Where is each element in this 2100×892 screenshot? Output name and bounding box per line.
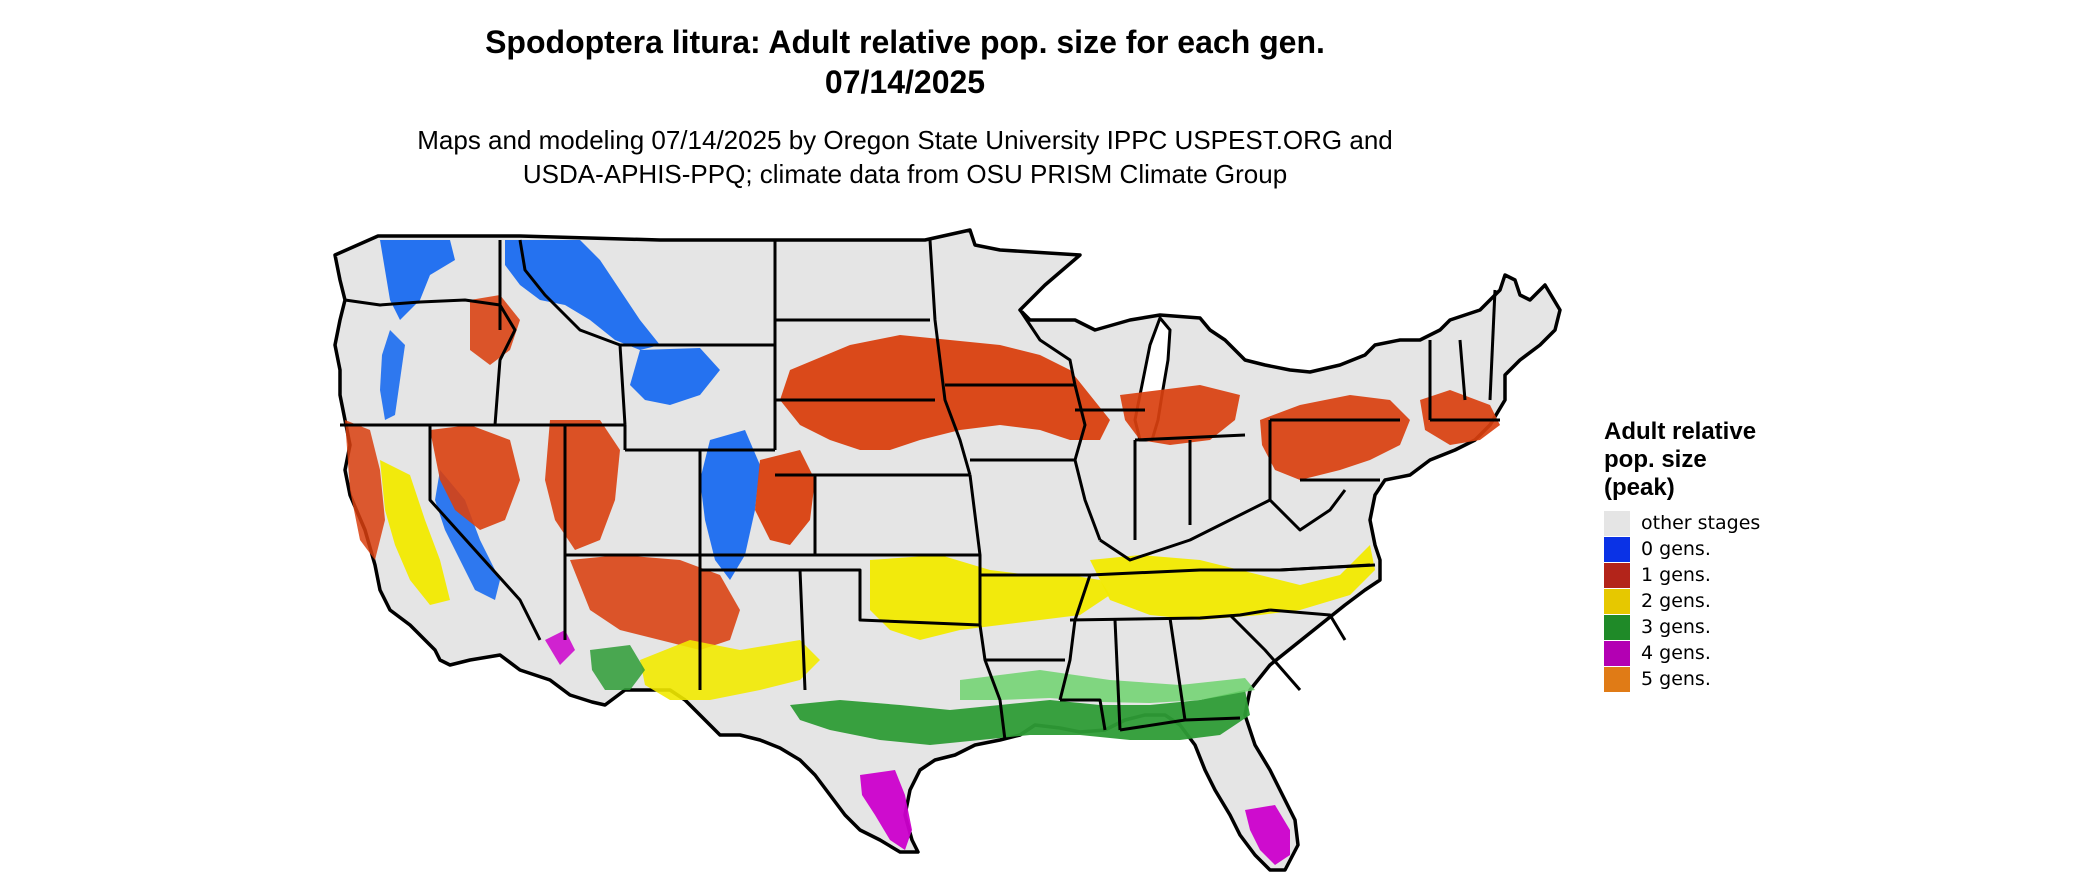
legend-item-5-gens: 5 gens. [1604, 666, 1904, 692]
legend-swatch [1604, 562, 1630, 588]
zone-0-gens-washington [380, 240, 455, 320]
legend-label: 4 gens. [1641, 642, 1711, 664]
legend-item-0-gens: 0 gens. [1604, 536, 1904, 562]
legend-title-line-2: pop. size [1604, 446, 1707, 473]
legend-item-2-gens: 2 gens. [1604, 588, 1904, 614]
legend-item-other-stages: other stages [1604, 510, 1904, 536]
zone-4-gens-arizona [545, 630, 575, 665]
legend-title-line-1: Adult relative [1604, 418, 1757, 445]
legend-item-3-gens: 3 gens. [1604, 614, 1904, 640]
title-line-1: Spodoptera litura: Adult relative pop. s… [485, 24, 1325, 60]
zone-3-gens-arizona [590, 645, 645, 690]
legend-label: 3 gens. [1641, 616, 1711, 638]
legend-swatch [1604, 588, 1630, 614]
legend-swatch [1604, 640, 1630, 666]
legend-swatch [1604, 614, 1630, 640]
zone-4-gens-south-florida [1245, 805, 1290, 865]
zone-3-gens-gulf-coast [790, 690, 1250, 745]
zone-2-gens-california [380, 460, 450, 605]
zone-1-gens-pacific-coast [345, 420, 385, 560]
zone-4-gens-south-texas [860, 770, 912, 850]
title-line-2: 07/14/2025 [824, 64, 986, 100]
zone-1-gens-southwest [570, 555, 740, 650]
legend-label: 1 gens. [1641, 564, 1711, 586]
map-subtitle: Maps and modeling 07/14/2025 by Oregon S… [0, 123, 1810, 191]
legend-swatch [1604, 666, 1630, 692]
subtitle-line-2: USDA-APHIS-PPQ; climate data from OSU PR… [522, 159, 1288, 189]
legend: Adult relative pop. size (peak) other st… [1604, 418, 1904, 692]
legend-title: Adult relative pop. size (peak) [1604, 418, 1794, 502]
zone-0-gens-wyoming [630, 348, 720, 405]
legend-swatch [1604, 510, 1630, 536]
us-land [333, 228, 1562, 872]
zone-2-gens-tennessee-virginia [1090, 545, 1375, 620]
zone-1-gens-northeast [1260, 395, 1410, 480]
zone-0-gens-colorado [700, 430, 760, 580]
zone-1-gens-great-basin [430, 425, 520, 530]
zone-1-gens-midwest [1120, 385, 1240, 445]
map-title: Spodoptera litura: Adult relative pop. s… [0, 22, 1810, 102]
legend-swatch [1604, 536, 1630, 562]
zone-0-gens-idaho-montana [505, 240, 660, 350]
legend-label: 5 gens. [1641, 668, 1711, 690]
legend-label: 2 gens. [1641, 590, 1711, 612]
zone-0-gens-oregon [380, 330, 405, 420]
legend-label: other stages [1641, 512, 1761, 534]
legend-label: 0 gens. [1641, 538, 1711, 560]
legend-item-4-gens: 4 gens. [1604, 640, 1904, 666]
state-borders [340, 239, 1500, 741]
generation-zones [345, 240, 1500, 865]
legend-item-1-gens: 1 gens. [1604, 562, 1904, 588]
zone-1-gens-new-england [1420, 390, 1500, 445]
zone-2-gens-new-mexico [640, 640, 820, 700]
legend-title-line-3: (peak) [1604, 474, 1675, 501]
subtitle-line-1: Maps and modeling 07/14/2025 by Oregon S… [417, 125, 1393, 155]
